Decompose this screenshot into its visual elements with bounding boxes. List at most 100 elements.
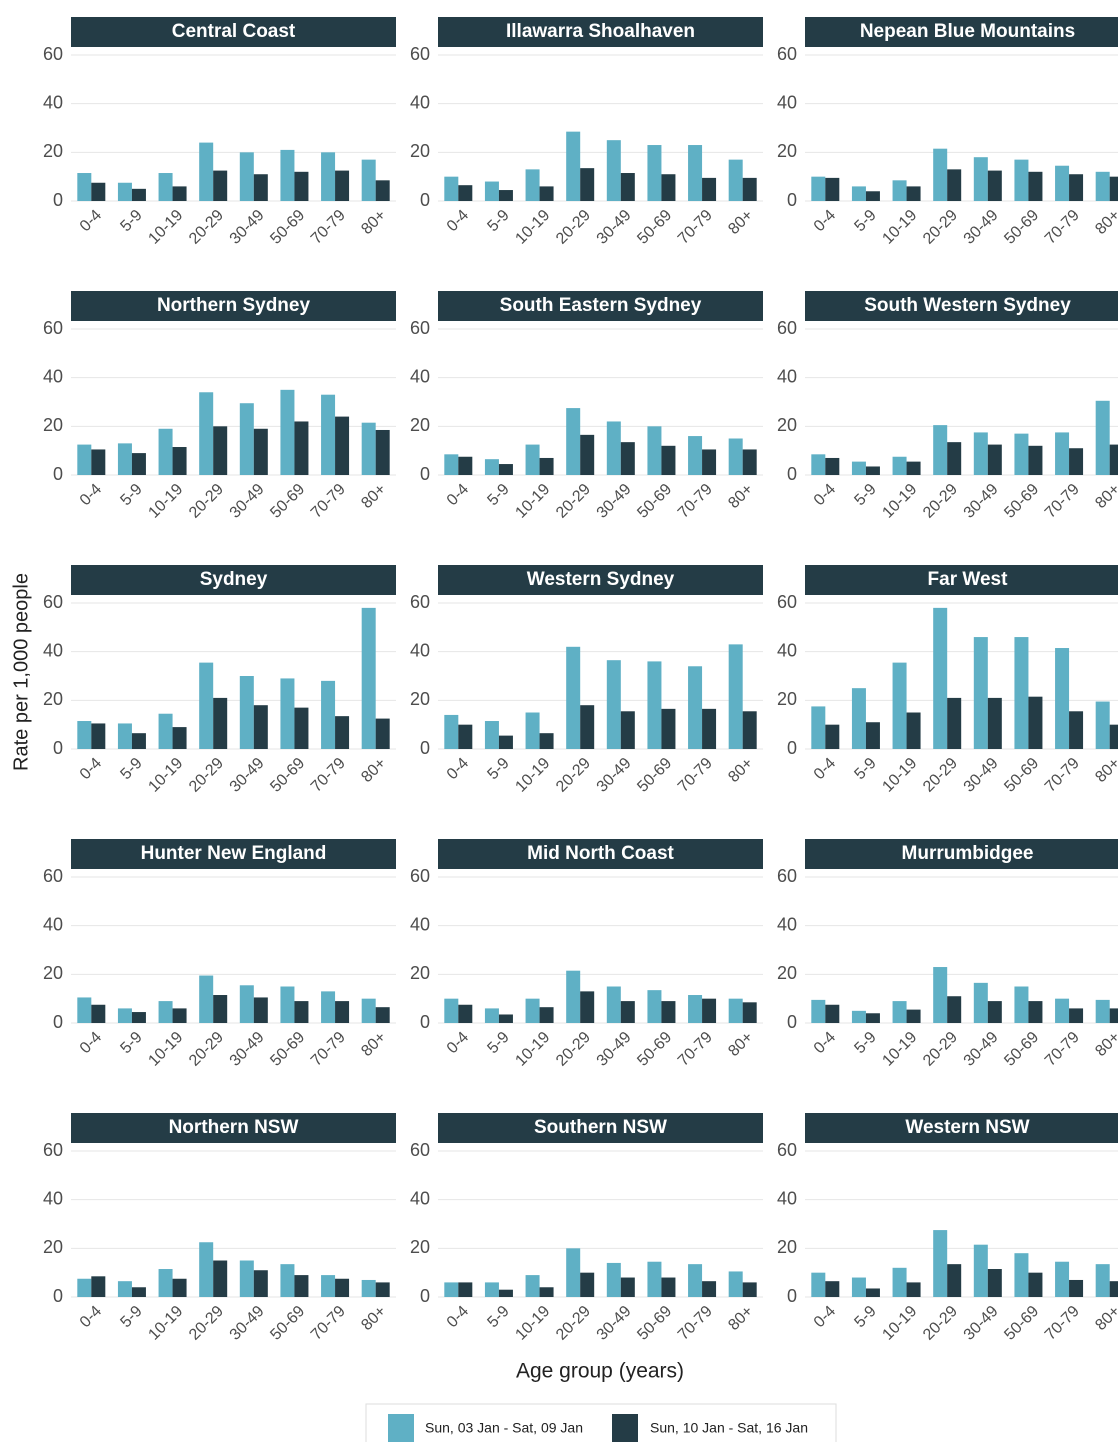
bar <box>947 1264 962 1297</box>
y-tick-label: 0 <box>787 1286 797 1306</box>
bar <box>825 1281 840 1297</box>
y-tick-label: 0 <box>53 1012 63 1032</box>
bar <box>361 422 376 475</box>
bar <box>91 1276 106 1297</box>
bar <box>172 1278 187 1297</box>
y-tick-label: 0 <box>787 738 797 758</box>
bar <box>647 145 662 201</box>
bar <box>811 454 826 475</box>
x-tick-label: 80+ <box>1092 207 1118 238</box>
y-tick-label: 60 <box>777 1140 797 1160</box>
y-tick-label: 60 <box>777 318 797 338</box>
bar <box>606 660 621 749</box>
bar <box>933 425 948 475</box>
x-tick-label: 5-9 <box>484 207 512 235</box>
bar <box>1055 1261 1070 1297</box>
x-tick-label: 80+ <box>1092 481 1118 512</box>
bar <box>1028 171 1043 201</box>
x-tick-label: 80+ <box>725 207 756 238</box>
bar <box>606 986 621 1023</box>
y-tick-label: 60 <box>410 44 430 64</box>
bar <box>158 713 173 749</box>
x-tick-label: 0-4 <box>444 1029 472 1057</box>
bar <box>606 1262 621 1297</box>
bar <box>865 1013 880 1023</box>
bar <box>1069 1279 1084 1297</box>
bar <box>375 1282 390 1297</box>
bar <box>525 712 540 749</box>
bar <box>91 1004 106 1023</box>
bar <box>742 449 757 475</box>
y-tick-label: 40 <box>43 1188 63 1208</box>
bar <box>647 990 662 1023</box>
y-tick-label: 60 <box>410 1140 430 1160</box>
y-tick-label: 40 <box>43 92 63 112</box>
x-tick-label: 5-9 <box>851 1303 879 1331</box>
bar <box>239 152 254 201</box>
x-tick-label: 10-19 <box>879 755 920 796</box>
bar <box>620 173 635 201</box>
bar <box>321 680 336 749</box>
bar <box>606 140 621 201</box>
x-tick-label: 20-29 <box>553 1029 594 1070</box>
bar <box>239 985 254 1023</box>
x-tick-label: 80+ <box>358 481 389 512</box>
bar <box>484 721 499 749</box>
bar <box>1109 176 1118 201</box>
bar <box>335 170 350 201</box>
x-tick-label: 20-29 <box>553 207 594 248</box>
bar <box>742 711 757 749</box>
y-tick-label: 20 <box>43 415 63 435</box>
bar <box>199 975 214 1023</box>
x-tick-label: 10-19 <box>879 481 920 522</box>
y-tick-label: 0 <box>420 738 430 758</box>
x-tick-label: 20-29 <box>553 481 594 522</box>
x-tick-label: 0-4 <box>444 755 472 783</box>
bar <box>933 1230 948 1297</box>
x-tick-label: 70-79 <box>675 755 716 796</box>
x-tick-label: 80+ <box>358 1029 389 1060</box>
y-tick-label: 40 <box>410 914 430 934</box>
bar <box>947 996 962 1023</box>
x-tick-label: 0-4 <box>811 481 839 509</box>
y-tick-label: 20 <box>777 1237 797 1257</box>
x-tick-label: 50-69 <box>634 1029 675 1070</box>
bar <box>335 716 350 749</box>
x-tick-label: 80+ <box>358 1303 389 1334</box>
panel-title: Nepean Blue Mountains <box>860 21 1075 42</box>
bar <box>647 1261 662 1297</box>
legend-swatch <box>612 1414 638 1442</box>
x-tick-label: 30-49 <box>961 1303 1002 1344</box>
bar <box>1028 445 1043 475</box>
bar <box>892 1267 907 1297</box>
y-tick-label: 40 <box>777 1188 797 1208</box>
bar <box>91 723 106 749</box>
x-tick-label: 20-29 <box>186 755 227 796</box>
bar <box>117 1008 132 1023</box>
bar <box>253 705 268 749</box>
bar <box>213 1260 228 1297</box>
bar <box>620 1277 635 1297</box>
y-tick-label: 60 <box>777 44 797 64</box>
y-tick-label: 60 <box>410 592 430 612</box>
bar <box>987 170 1002 201</box>
bar <box>892 180 907 201</box>
panel-title: Murrumbidgee <box>902 843 1034 864</box>
bar <box>661 174 676 201</box>
x-tick-label: 30-49 <box>594 1029 635 1070</box>
strip <box>438 17 763 47</box>
bar <box>906 1009 921 1023</box>
bar <box>688 995 703 1023</box>
bar <box>131 1287 146 1297</box>
bar <box>688 145 703 201</box>
bar <box>647 661 662 749</box>
legend-label: Sun, 10 Jan - Sat, 16 Jan <box>650 1420 808 1436</box>
x-tick-label: 50-69 <box>634 755 675 796</box>
bar <box>444 998 459 1023</box>
x-tick-label: 70-79 <box>675 481 716 522</box>
bar <box>851 1277 866 1297</box>
x-tick-label: 30-49 <box>594 481 635 522</box>
y-tick-label: 60 <box>43 866 63 886</box>
x-tick-label: 0-4 <box>77 755 105 783</box>
x-tick-label: 50-69 <box>1001 1303 1042 1344</box>
